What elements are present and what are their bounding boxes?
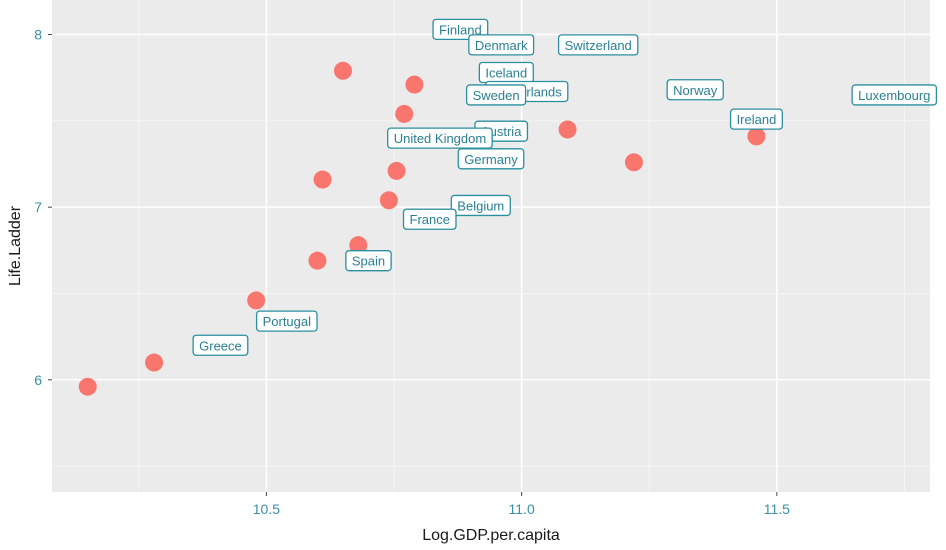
country-label: Norway [666, 79, 724, 101]
country-label-box [387, 127, 493, 149]
country-label-text: Sweden [473, 88, 520, 103]
data-point [558, 120, 577, 139]
country-label: Ireland [729, 108, 783, 130]
data-point [349, 236, 368, 255]
country-label-box [402, 208, 457, 230]
country-label-text: Finland [439, 22, 482, 37]
country-label-text: Spain [352, 254, 385, 269]
data-point [313, 170, 332, 189]
country-label: Spain [345, 250, 392, 272]
country-label-box [666, 79, 724, 101]
x-tick-label: 11.5 [764, 501, 790, 517]
x-tick-label: 10.5 [253, 501, 280, 517]
country-label: Greece [192, 334, 249, 356]
country-label-text: Belgium [457, 198, 504, 213]
country-label-box [192, 334, 249, 356]
data-point [333, 61, 352, 80]
x-tick-label: 11.0 [509, 501, 535, 517]
data-point [379, 191, 398, 210]
country-label: France [402, 208, 457, 230]
country-label-text: France [410, 212, 450, 227]
country-label: Switzerland [557, 34, 639, 56]
data-point [624, 153, 643, 172]
country-label-box [468, 34, 535, 56]
country-label-box [345, 250, 392, 272]
country-label: Luxembourg [851, 84, 938, 106]
country-label-box [457, 148, 525, 170]
country-label-text: Iceland [485, 66, 527, 81]
country-label-box [255, 310, 318, 332]
country-label-text: Denmark [475, 38, 528, 53]
data-point [747, 127, 766, 146]
country-label: Portugal [255, 310, 318, 332]
x-axis-title: Log.GDP.per.capita [422, 527, 560, 544]
y-tick-label: 7 [34, 199, 42, 215]
country-label-box [465, 84, 527, 106]
country-label-box [851, 84, 938, 106]
country-label: Iceland [478, 61, 534, 84]
country-label: Belgium [450, 194, 511, 217]
country-label: Germany [457, 148, 525, 170]
country-label-text: Norway [673, 83, 718, 98]
country-label-text: Portugal [263, 314, 312, 329]
country-label: United Kingdom [387, 127, 493, 149]
data-point [308, 251, 327, 270]
data-point [405, 75, 424, 94]
data-point [395, 104, 414, 123]
country-label-box [557, 34, 639, 56]
country-label-text: United Kingdom [394, 131, 487, 146]
country-label: Sweden [465, 84, 527, 106]
y-tick-label: 6 [34, 372, 42, 388]
country-label-text: Greece [199, 338, 242, 353]
data-point [387, 161, 406, 180]
data-point [247, 291, 266, 310]
data-point [78, 377, 97, 396]
country-label-text: Ireland [737, 112, 777, 127]
country-label-box [729, 108, 783, 130]
country-label-box [450, 194, 511, 217]
country-label-text: Switzerland [565, 38, 632, 53]
data-point [145, 353, 164, 372]
country-label-text: Germany [464, 152, 518, 167]
country-label: Denmark [468, 34, 535, 56]
y-tick-label: 8 [34, 27, 42, 43]
y-axis-title: Life.Ladder [7, 205, 24, 286]
country-label-text: Luxembourg [858, 88, 930, 103]
